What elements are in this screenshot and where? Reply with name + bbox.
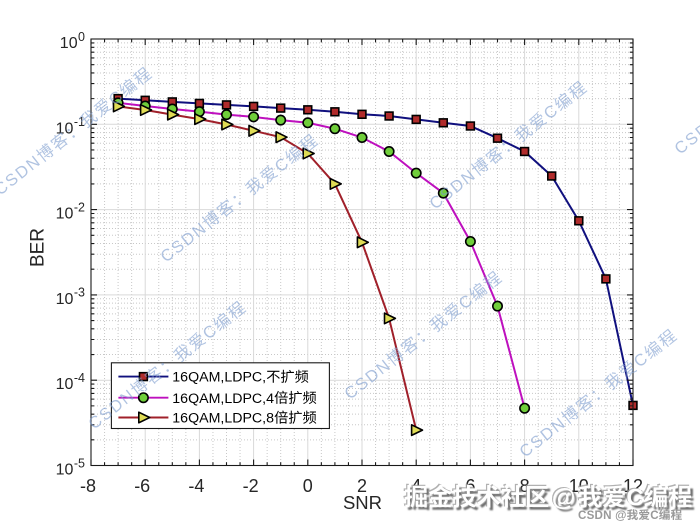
svg-text:8: 8 (520, 476, 530, 496)
svg-text:-2: -2 (74, 200, 85, 214)
svg-text:@: @ (551, 483, 575, 510)
svg-text:0: 0 (78, 30, 85, 44)
svg-text:0: 0 (303, 476, 313, 496)
svg-text:10: 10 (56, 206, 74, 223)
svg-text:10: 10 (56, 291, 74, 308)
svg-text:-4: -4 (74, 371, 85, 385)
svg-text:16QAM,LDPC,4: 16QAM,LDPC,4 (172, 391, 274, 407)
svg-text:@: @ (552, 485, 576, 512)
svg-text:CSDN @: CSDN @ (578, 509, 627, 522)
svg-text:10: 10 (56, 462, 74, 479)
svg-text:-6: -6 (134, 476, 150, 496)
svg-text:-4: -4 (188, 476, 204, 496)
svg-text:12: 12 (623, 476, 643, 496)
svg-text:-2: -2 (243, 476, 259, 496)
svg-text:2: 2 (357, 476, 367, 496)
svg-text:-8: -8 (80, 476, 96, 496)
svg-text:16QAM,LDPC,: 16QAM,LDPC, (172, 370, 266, 386)
svg-text:C: C (650, 509, 659, 522)
svg-text:-1: -1 (74, 115, 85, 129)
svg-text:SNR: SNR (343, 492, 382, 513)
svg-text:C: C (626, 485, 643, 512)
svg-text:BER: BER (28, 228, 49, 267)
svg-text:10: 10 (56, 376, 74, 393)
svg-text:@: @ (554, 487, 578, 514)
svg-text:C: C (629, 487, 646, 514)
svg-text:C: C (625, 483, 642, 510)
svg-text:10: 10 (60, 35, 78, 52)
svg-text:-5: -5 (74, 456, 85, 470)
svg-text:6: 6 (465, 476, 475, 496)
svg-text:16QAM,LDPC,8: 16QAM,LDPC,8 (172, 411, 274, 427)
svg-text:-3: -3 (74, 286, 85, 300)
